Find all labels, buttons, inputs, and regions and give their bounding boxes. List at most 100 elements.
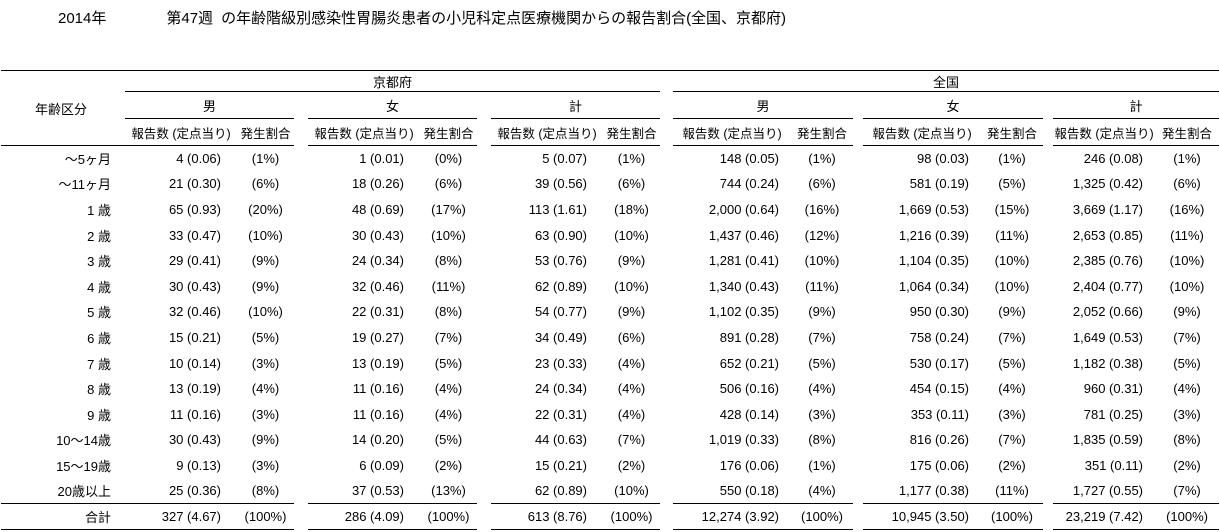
cell-national-male-count: 506 (0.16) — [719, 381, 780, 397]
spacer — [853, 350, 863, 376]
cell-kyoto-total-pct: (10%) — [614, 483, 649, 499]
cell-national-total-pct: (10%) — [1169, 278, 1205, 294]
spacer — [477, 146, 491, 172]
gender-header-female: 女 — [863, 91, 1044, 119]
cell-national-female-count: 1,104 (0.35) — [898, 253, 970, 269]
cell-national-female-pct: (4%) — [998, 381, 1026, 397]
table-row: 9 歳 11 (0.16) (3%) 11 (0.16) (4%) 22 (0.… — [1, 401, 1219, 427]
cell-kyoto-male-pct: (4%) — [251, 381, 280, 397]
cell-age-label: 7 歳 — [87, 356, 111, 372]
spacer — [853, 453, 863, 479]
cell-kyoto-total-pct: (100%) — [603, 503, 661, 531]
cell-kyoto-female-pct: (4%) — [434, 406, 463, 422]
cell-kyoto-total-count: 39 (0.56) — [534, 176, 587, 192]
cell-kyoto-total-count: 62 (0.89) — [534, 483, 587, 499]
cell-national-total-count: 1,182 (0.38) — [1072, 355, 1144, 371]
cell-national-male-pct: (4%) — [808, 381, 836, 397]
cell-kyoto-female-count: 11 (0.16) — [352, 381, 404, 397]
spacer — [477, 376, 491, 402]
cell-kyoto-total-pct: (2%) — [617, 457, 646, 473]
cell-national-total-pct: (100%) — [1155, 503, 1220, 531]
spacer — [853, 197, 863, 223]
table-row: 1 歳 65 (0.93) (20%) 48 (0.69) (17%) 113 … — [1, 197, 1219, 223]
cell-kyoto-total-pct: (6%) — [617, 176, 646, 192]
pct-header: 発生割合 — [1155, 118, 1220, 146]
cell-national-female-count: 454 (0.15) — [909, 381, 970, 397]
cell-age-label: 3 歳 — [87, 254, 111, 270]
cell-national-male-pct: (12%) — [804, 227, 840, 243]
count-header: 報告数 (定点当り) — [673, 118, 792, 146]
spacer — [477, 325, 491, 351]
cell-national-total-count: 2,404 (0.77) — [1072, 278, 1144, 294]
table-body: 〜5ヶ月 4 (0.06) (1%) 1 (0.01) (0%) 5 (0.07… — [1, 146, 1220, 531]
cell-kyoto-female-pct: (5%) — [434, 432, 463, 448]
spacer — [1043, 171, 1053, 197]
spacer — [294, 453, 308, 479]
cell-kyoto-male-count: 65 (0.93) — [168, 201, 221, 217]
cell-national-male-pct: (16%) — [804, 201, 840, 217]
gender-header-male: 男 — [125, 91, 294, 119]
cell-national-male-count: 744 (0.24) — [719, 176, 780, 192]
spacer — [853, 222, 863, 248]
gender-header-total: 計 — [1053, 91, 1220, 119]
table-row: 7 歳 10 (0.14) (3%) 13 (0.19) (5%) 23 (0.… — [1, 350, 1219, 376]
spacer — [853, 427, 863, 453]
cell-national-total-count: 1,835 (0.59) — [1072, 432, 1144, 448]
cell-kyoto-male-count: 30 (0.43) — [168, 432, 221, 448]
cell-national-total-pct: (8%) — [1173, 432, 1201, 448]
cell-national-female-count: 950 (0.30) — [909, 304, 970, 320]
cell-kyoto-female-count: 13 (0.19) — [351, 355, 404, 371]
cell-national-female-pct: (9%) — [998, 304, 1026, 320]
cell-age-label: 6 歳 — [87, 330, 111, 346]
cell-national-total-count: 2,653 (0.85) — [1072, 227, 1144, 243]
cell-national-total-count: 1,325 (0.42) — [1072, 176, 1144, 192]
spacer — [294, 478, 308, 504]
cell-national-total-pct: (5%) — [1173, 355, 1201, 371]
cell-age-label: 〜11ヶ月 — [58, 177, 112, 193]
cell-kyoto-male-pct: (8%) — [251, 483, 280, 499]
cell-kyoto-total-pct: (7%) — [617, 432, 646, 448]
spacer — [853, 146, 863, 172]
cell-kyoto-female-pct: (0%) — [434, 151, 463, 167]
spacer — [477, 92, 491, 119]
cell-national-total-pct: (7%) — [1173, 329, 1201, 345]
cell-kyoto-total-count: 22 (0.31) — [534, 406, 587, 422]
spacer — [294, 376, 308, 402]
cell-kyoto-total-pct: (9%) — [617, 253, 646, 269]
cell-national-female-pct: (10%) — [994, 278, 1030, 294]
spacer — [660, 325, 673, 351]
cell-kyoto-male-count: 21 (0.30) — [168, 176, 221, 192]
cell-national-male-pct: (9%) — [808, 304, 836, 320]
cell-national-total-pct: (7%) — [1173, 483, 1201, 499]
cell-kyoto-total-pct: (1%) — [617, 151, 646, 167]
cell-kyoto-male-pct: (6%) — [251, 176, 280, 192]
cell-kyoto-female-count: 30 (0.43) — [351, 227, 404, 243]
spacer — [294, 325, 308, 351]
cell-age-label: 合計 — [1, 503, 121, 531]
title-text: の年齢階級別感染性胃腸炎患者の小児科定点医療機関からの報告割合(全国、京都府) — [221, 10, 787, 27]
cell-kyoto-female-pct: (10%) — [431, 227, 466, 243]
cell-kyoto-total-pct: (10%) — [614, 278, 649, 294]
cell-national-female-pct: (2%) — [998, 457, 1026, 473]
cell-national-total-pct: (10%) — [1169, 253, 1205, 269]
cell-national-female-pct: (5%) — [998, 176, 1026, 192]
cell-kyoto-female-pct: (11%) — [431, 278, 466, 294]
cell-national-total-pct: (2%) — [1173, 457, 1201, 473]
gender-header-female: 女 — [308, 91, 477, 119]
spacer — [660, 146, 673, 172]
cell-kyoto-male-count: 15 (0.21) — [168, 329, 221, 345]
cell-national-male-count: 1,019 (0.33) — [708, 432, 780, 448]
spacer — [660, 299, 673, 325]
spacer — [1043, 197, 1053, 223]
cell-national-female-pct: (3%) — [998, 406, 1026, 422]
cell-kyoto-male-count: 13 (0.19) — [168, 381, 221, 397]
cell-kyoto-female-count: 37 (0.53) — [351, 483, 404, 499]
table-row: 3 歳 29 (0.41) (9%) 24 (0.34) (8%) 53 (0.… — [1, 248, 1219, 274]
spacer — [294, 427, 308, 453]
cell-national-total-count: 2,385 (0.76) — [1072, 253, 1144, 269]
spacer — [660, 222, 673, 248]
spacer — [1043, 325, 1053, 351]
spacer — [660, 70, 674, 146]
cell-national-total-count: 2,052 (0.66) — [1072, 304, 1144, 320]
